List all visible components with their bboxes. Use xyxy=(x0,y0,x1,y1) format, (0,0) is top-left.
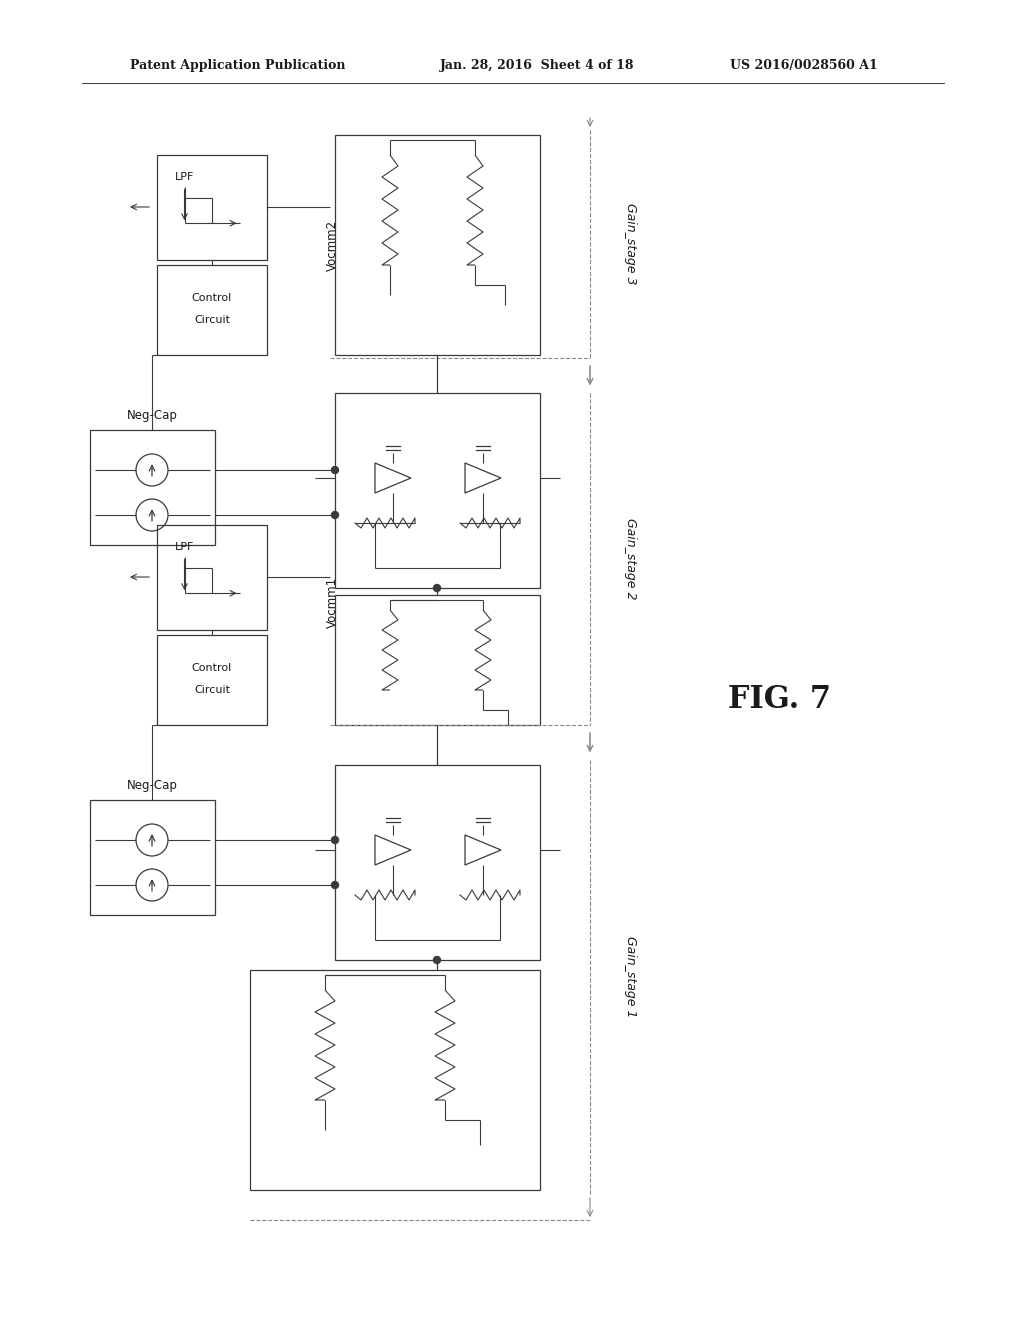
Circle shape xyxy=(332,466,339,474)
Circle shape xyxy=(433,957,440,964)
Text: Vocmm1: Vocmm1 xyxy=(326,577,339,627)
Circle shape xyxy=(332,837,339,843)
Text: LPF: LPF xyxy=(175,172,195,182)
Text: FIG. 7: FIG. 7 xyxy=(728,685,831,715)
Text: Neg-Cap: Neg-Cap xyxy=(127,779,177,792)
Circle shape xyxy=(332,882,339,888)
Text: Control: Control xyxy=(191,293,232,304)
Text: Vocmm2: Vocmm2 xyxy=(326,219,339,271)
Text: Gain_stage 2: Gain_stage 2 xyxy=(624,519,637,599)
Text: Gain_stage 1: Gain_stage 1 xyxy=(624,936,637,1018)
Text: US 2016/0028560 A1: US 2016/0028560 A1 xyxy=(730,59,878,73)
Text: Patent Application Publication: Patent Application Publication xyxy=(130,59,345,73)
Text: Circuit: Circuit xyxy=(194,315,230,325)
Text: Circuit: Circuit xyxy=(194,685,230,696)
Text: LPF: LPF xyxy=(175,543,195,552)
Circle shape xyxy=(332,511,339,519)
Text: Control: Control xyxy=(191,663,232,673)
Text: Gain_stage 3: Gain_stage 3 xyxy=(624,203,637,285)
Circle shape xyxy=(433,585,440,591)
Text: Neg-Cap: Neg-Cap xyxy=(127,408,177,421)
Text: Jan. 28, 2016  Sheet 4 of 18: Jan. 28, 2016 Sheet 4 of 18 xyxy=(440,59,635,73)
